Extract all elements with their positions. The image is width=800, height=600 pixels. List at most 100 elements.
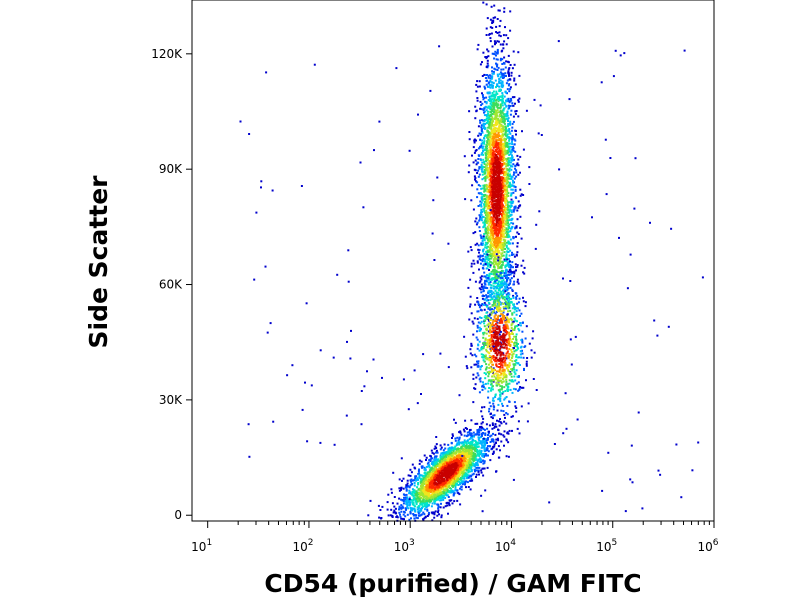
event-point	[494, 132, 497, 135]
event-point	[484, 229, 487, 231]
event-point	[443, 460, 446, 463]
event-point	[474, 178, 476, 181]
event-point	[486, 445, 489, 448]
event-point	[490, 108, 493, 111]
event-point	[431, 492, 434, 495]
event-point	[474, 470, 476, 473]
event-point	[436, 485, 439, 488]
event-point	[425, 465, 428, 468]
event-point	[458, 442, 461, 445]
event-point	[446, 468, 449, 471]
event-point	[503, 56, 506, 59]
event-point	[439, 492, 442, 495]
event-point	[398, 487, 401, 490]
event-point	[507, 208, 510, 211]
event-point	[471, 473, 474, 476]
event-point	[474, 459, 477, 462]
event-point	[476, 448, 478, 451]
event-point	[492, 450, 495, 453]
event-point	[437, 491, 440, 494]
event-point	[474, 447, 477, 450]
event-point	[507, 236, 509, 239]
event-point	[470, 432, 473, 435]
event-point	[419, 497, 422, 500]
event-point	[494, 160, 497, 163]
event-point	[482, 119, 485, 122]
event-point	[507, 117, 510, 120]
event-point	[452, 494, 455, 497]
event-point	[479, 459, 482, 462]
event-point	[480, 104, 483, 107]
event-point	[481, 75, 484, 77]
event-point	[503, 187, 506, 190]
event-point	[489, 283, 491, 286]
event-point	[492, 245, 495, 248]
event-point	[519, 155, 522, 158]
event-point	[444, 458, 447, 461]
event-point	[410, 480, 413, 483]
event-point	[505, 439, 508, 442]
event-point	[494, 275, 497, 278]
event-point	[504, 113, 507, 116]
event-point	[467, 434, 470, 437]
event-point	[505, 128, 508, 131]
event-point	[469, 246, 472, 249]
event-point	[456, 442, 459, 445]
event-point	[429, 497, 432, 500]
event-point	[444, 455, 447, 457]
event-point	[486, 225, 489, 228]
event-point	[498, 90, 501, 93]
event-point	[482, 1, 485, 4]
event-point	[440, 494, 442, 497]
event-point	[466, 427, 468, 430]
event-point	[430, 495, 433, 498]
event-point	[476, 196, 479, 199]
event-point	[507, 273, 510, 276]
event-point	[483, 119, 486, 121]
event-point	[519, 386, 522, 388]
event-point	[456, 463, 459, 466]
event-point	[390, 488, 393, 491]
event-point	[396, 515, 398, 518]
event-point	[450, 469, 453, 472]
event-point	[450, 480, 453, 483]
event-point	[485, 205, 488, 207]
event-point	[492, 144, 495, 147]
event-point	[466, 451, 469, 454]
event-point	[497, 194, 500, 197]
event-point	[420, 485, 422, 487]
event-point	[456, 456, 459, 458]
event-point	[450, 449, 453, 452]
event-point	[479, 184, 482, 187]
event-point	[484, 123, 487, 125]
event-point	[441, 478, 444, 481]
event-point	[434, 495, 437, 498]
event-point	[483, 210, 486, 213]
event-point	[427, 465, 430, 468]
event-point	[405, 486, 408, 489]
event-point	[475, 462, 478, 465]
event-point	[519, 226, 522, 229]
event-point	[496, 144, 499, 147]
event-point	[414, 494, 417, 497]
event-point	[449, 450, 451, 453]
event-point	[495, 448, 498, 451]
event-point	[431, 457, 434, 460]
event-point	[505, 82, 508, 85]
event-point	[505, 145, 508, 148]
event-point	[485, 96, 488, 99]
event-point	[487, 105, 490, 108]
event-point	[478, 214, 481, 217]
event-point	[506, 185, 509, 188]
event-point	[440, 492, 443, 495]
event-point	[441, 475, 444, 477]
event-point	[416, 477, 419, 480]
event-point	[393, 505, 396, 508]
event-point	[491, 66, 493, 69]
event-point	[512, 149, 515, 152]
event-point	[369, 499, 372, 502]
event-point	[467, 486, 470, 488]
event-point	[468, 429, 471, 431]
event-point	[404, 500, 407, 503]
event-point	[512, 237, 515, 240]
